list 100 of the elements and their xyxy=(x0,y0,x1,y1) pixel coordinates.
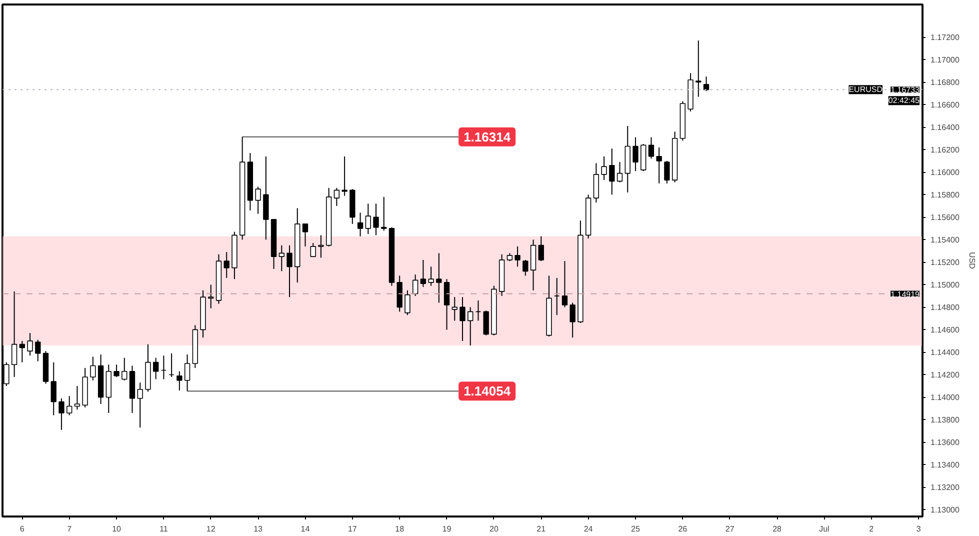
candlestick xyxy=(703,76,710,92)
x-tick-label: 19 xyxy=(442,524,452,534)
x-tick-label: 21 xyxy=(536,524,546,534)
candlestick xyxy=(11,290,18,378)
candlestick xyxy=(436,252,442,304)
x-tick-label: 7 xyxy=(67,524,72,534)
x-tick-label: 3 xyxy=(916,524,922,534)
candlestick xyxy=(184,354,190,392)
candlestick xyxy=(428,266,434,286)
candlestick xyxy=(514,246,520,268)
candlestick xyxy=(176,370,182,391)
candlestick xyxy=(696,40,702,98)
candlestick xyxy=(137,382,143,428)
y-tick-label: 1.14400 xyxy=(930,348,960,358)
y-tick-label: 1.16400 xyxy=(930,123,960,132)
x-tick-label: 18 xyxy=(395,524,405,534)
candlestick xyxy=(656,146,662,184)
candlestick xyxy=(224,252,230,278)
candlestick xyxy=(357,212,364,237)
candlestick xyxy=(278,244,284,272)
y-tick-label: 1.14800 xyxy=(930,303,960,312)
candlestick xyxy=(365,203,371,235)
y-tick-label: 1.16200 xyxy=(930,146,960,155)
candlestick xyxy=(475,300,482,322)
candlestick xyxy=(122,357,128,381)
candlestick xyxy=(570,302,576,338)
candlestick xyxy=(664,160,670,184)
x-tick-label: 14 xyxy=(300,524,310,534)
candlestick xyxy=(208,284,214,309)
candlestick xyxy=(420,259,426,288)
y-tick-label: 1.16600 xyxy=(930,100,960,110)
candlestick xyxy=(90,356,96,381)
x-tick-label: Jul xyxy=(819,524,830,534)
x-tick-label: 25 xyxy=(631,524,640,534)
x-tick-label: 10 xyxy=(112,524,122,534)
annotation: 1.16733 xyxy=(890,86,920,95)
x-tick-label: 6 xyxy=(20,524,25,534)
candlestick xyxy=(19,340,25,363)
candlestick xyxy=(310,242,316,258)
ref-line-label: 1.16314 xyxy=(464,129,512,144)
candlestick xyxy=(160,355,167,380)
candlestick xyxy=(609,148,615,196)
candlestick xyxy=(554,277,560,316)
y-tick-label: 1.13800 xyxy=(930,416,960,425)
y-tick-label: 1.17200 xyxy=(930,33,960,42)
y-tick-label: 1.15800 xyxy=(930,190,960,200)
candlestick xyxy=(444,278,450,330)
candlestick xyxy=(373,203,379,236)
y-tick-label: 1.13200 xyxy=(930,483,960,492)
candlestick xyxy=(601,156,607,181)
candlestick xyxy=(318,234,324,258)
ref-line-label: 1.14054 xyxy=(464,384,512,399)
y-axis-title: USD xyxy=(967,252,976,270)
y-tick-label: 1.13600 xyxy=(930,438,960,448)
candlestick xyxy=(152,357,159,380)
y-tick-label: 1.14000 xyxy=(930,393,960,402)
y-tick-label: 1.15400 xyxy=(930,236,960,245)
candlestick xyxy=(168,352,174,378)
candlestick xyxy=(460,296,466,342)
x-tick-label: 13 xyxy=(254,524,264,534)
y-tick-label: 1.14200 xyxy=(930,370,960,380)
candlestick xyxy=(35,339,41,362)
ref-line-label: EURUSD xyxy=(848,85,883,94)
candlestick xyxy=(616,162,623,183)
candlestick xyxy=(593,162,600,204)
x-tick-label: 24 xyxy=(584,524,594,534)
candlestick xyxy=(302,223,308,247)
candlestick xyxy=(538,236,544,262)
candlestick xyxy=(632,136,638,172)
candlestick xyxy=(381,196,387,232)
candlestick xyxy=(483,310,489,336)
y-tick-label: 1.15600 xyxy=(930,213,960,222)
x-tick-label: 11 xyxy=(160,524,168,534)
candlestick xyxy=(412,274,418,296)
ref-line-label: 1.14919 xyxy=(890,290,920,299)
y-tick-label: 1.13000 xyxy=(930,506,960,515)
x-tick-label: 26 xyxy=(678,524,688,534)
x-tick-label: 17 xyxy=(348,524,358,534)
candlestick xyxy=(522,259,528,276)
candlestick xyxy=(114,364,120,378)
annotation: 02:42:45 xyxy=(888,96,920,106)
candlestick xyxy=(334,187,340,206)
candlestick xyxy=(648,136,654,160)
candlestick xyxy=(74,385,80,410)
x-tick-label: 27 xyxy=(725,524,735,534)
candlestick xyxy=(404,290,410,316)
candlestick xyxy=(255,186,261,214)
candlestick xyxy=(468,306,474,346)
x-tick-label: 12 xyxy=(206,524,216,534)
x-tick-label: 28 xyxy=(772,524,782,534)
y-tick-label: 1.16000 xyxy=(930,168,960,178)
y-tick-label: 1.17000 xyxy=(930,56,960,65)
candlestick xyxy=(66,396,72,416)
candlestick xyxy=(50,362,56,416)
x-tick-label: 20 xyxy=(490,524,499,534)
candlestick xyxy=(452,296,458,322)
y-tick-label: 1.13400 xyxy=(930,460,960,470)
candlestick xyxy=(562,260,568,308)
y-tick-label: 1.14600 xyxy=(930,326,960,335)
y-tick-label: 1.15200 xyxy=(930,258,960,268)
